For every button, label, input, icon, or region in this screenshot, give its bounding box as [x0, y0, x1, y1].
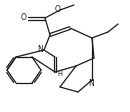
Text: N: N — [88, 79, 94, 87]
Text: H: H — [58, 71, 62, 77]
Text: O: O — [21, 13, 27, 22]
Text: N: N — [37, 44, 43, 54]
Text: O: O — [55, 4, 61, 14]
